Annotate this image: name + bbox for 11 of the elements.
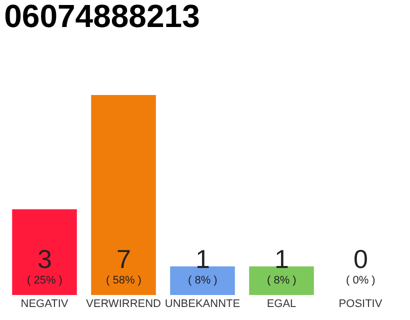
data-label: 1 ( 8% ): [188, 244, 218, 287]
x-tick-label: NEGATIV: [20, 298, 69, 310]
x-tick-label: UNBEKANNTE: [164, 298, 240, 310]
x-tick-label: VERWIRREND: [86, 298, 162, 310]
data-label: 1 ( 8% ): [267, 244, 296, 287]
data-label: 7 ( 58% ): [106, 244, 142, 287]
x-tick-label: EGAL: [266, 298, 296, 310]
x-tick-label: POSITIV: [338, 298, 383, 310]
chart-title: 06074888213: [4, 0, 200, 34]
data-label: 0 ( 0% ): [346, 244, 376, 287]
data-label: 3 ( 25% ): [27, 244, 62, 287]
